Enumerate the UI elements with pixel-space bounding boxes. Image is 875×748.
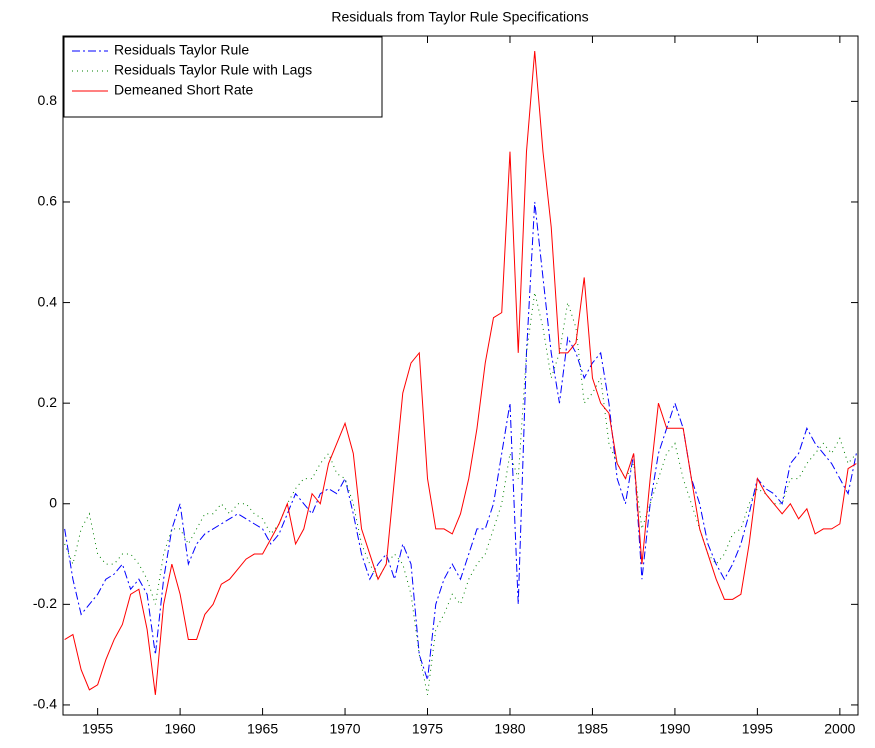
y-tick-label: 0 bbox=[49, 494, 57, 510]
y-tick-label: 0.4 bbox=[38, 293, 58, 309]
x-tick-label: 1955 bbox=[82, 721, 113, 737]
x-tick-label: 1980 bbox=[494, 721, 525, 737]
series-line bbox=[64, 201, 857, 680]
x-tick-label: 1965 bbox=[247, 721, 278, 737]
y-tick-label: 0.6 bbox=[38, 193, 58, 209]
series-line bbox=[64, 292, 857, 695]
x-tick-label: 1970 bbox=[329, 721, 360, 737]
x-tick-label: 1985 bbox=[577, 721, 608, 737]
x-tick-label: 1990 bbox=[659, 721, 690, 737]
x-tick-label: 2000 bbox=[824, 721, 855, 737]
y-tick-label: -0.2 bbox=[33, 595, 57, 611]
x-tick-label: 1995 bbox=[742, 721, 773, 737]
legend-label: Demeaned Short Rate bbox=[114, 82, 254, 98]
x-tick-label: 1975 bbox=[412, 721, 443, 737]
y-tick-label: -0.4 bbox=[33, 696, 57, 712]
legend-label: Residuals Taylor Rule with Lags bbox=[114, 62, 312, 78]
legend-box bbox=[63, 36, 383, 118]
legend-label: Residuals Taylor Rule bbox=[114, 42, 249, 58]
y-tick-label: 0.2 bbox=[38, 394, 58, 410]
y-tick-label: 0.8 bbox=[38, 92, 58, 108]
plot-frame bbox=[62, 35, 859, 716]
series-line bbox=[64, 51, 857, 695]
x-tick-label: 1960 bbox=[165, 721, 196, 737]
chart-title: Residuals from Taylor Rule Specification… bbox=[331, 9, 588, 25]
